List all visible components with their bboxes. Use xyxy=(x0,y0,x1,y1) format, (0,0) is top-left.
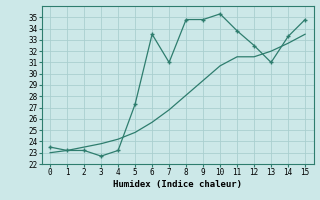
X-axis label: Humidex (Indice chaleur): Humidex (Indice chaleur) xyxy=(113,180,242,189)
